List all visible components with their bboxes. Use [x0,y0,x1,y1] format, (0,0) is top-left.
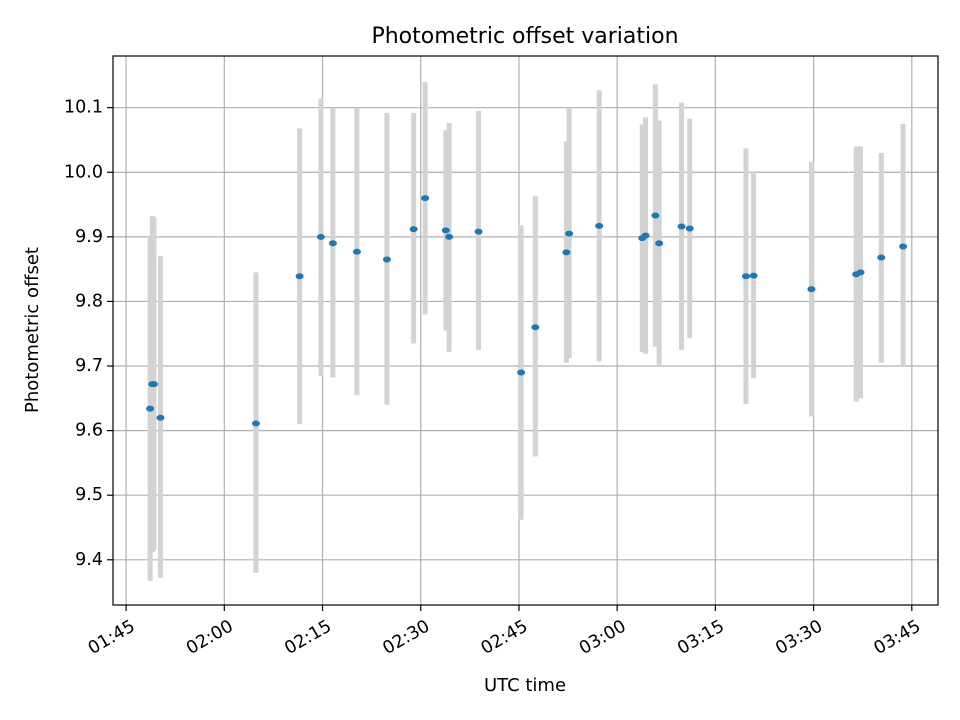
data-point [251,420,260,427]
data-point [655,240,664,247]
y-tick-label: 9.7 [75,356,103,376]
y-tick-label: 9.6 [75,421,103,441]
data-point [749,272,758,279]
chart-title: Photometric offset variation [371,24,678,49]
y-tick-label: 10.0 [64,162,103,182]
x-tick-label: 01:45 [85,616,139,659]
y-tick-label: 10.1 [64,98,103,118]
data-point [295,273,304,280]
data-point [641,232,650,239]
x-tick-label: 02:30 [380,616,434,659]
x-axis-label: UTC time [484,675,566,696]
data-point [517,369,526,376]
data-point [685,225,694,232]
data-point [409,226,418,233]
data-point [146,405,155,412]
data-point [899,243,908,250]
data-point [352,248,361,255]
x-tick-label: 02:00 [183,616,237,659]
x-axis: 01:45 02:00 02:15 02:30 02:45 03:00 03:15 03:30… [85,605,924,659]
data-point [562,249,571,256]
data-point [531,324,540,331]
data-point [877,254,886,261]
plot-frame [112,55,939,606]
data-point [441,227,450,234]
data-point [856,269,865,276]
x-tick-label: 03:15 [674,616,728,659]
data-point [651,212,660,219]
data-point [595,222,604,229]
data-point [316,233,325,240]
data-points [146,195,908,427]
data-point [421,195,430,202]
data-point [149,381,158,388]
grid [113,56,938,605]
y-axis-label: Photometric offset [22,247,43,413]
data-point [382,256,391,263]
data-point [445,233,454,240]
y-tick-label: 9.5 [75,485,103,505]
y-tick-label: 9.4 [75,550,103,570]
data-point [807,286,816,293]
data-point [565,230,574,237]
x-tick-label: 02:15 [281,616,335,659]
y-tick-label: 9.8 [75,291,103,311]
x-tick-label: 02:45 [478,616,532,659]
x-tick-label: 03:00 [576,616,630,659]
data-point [328,240,337,247]
data-point [677,223,686,230]
plot-background [113,56,938,605]
data-point [474,228,483,235]
y-axis: 9.4 9.5 9.6 9.7 9.8 9.9 10.0 10.1 [64,98,113,570]
y-tick-label: 9.9 [75,227,103,247]
data-point [741,273,750,280]
x-tick-label: 03:45 [871,616,925,659]
x-tick-label: 03:30 [772,616,826,659]
data-point [156,414,165,421]
